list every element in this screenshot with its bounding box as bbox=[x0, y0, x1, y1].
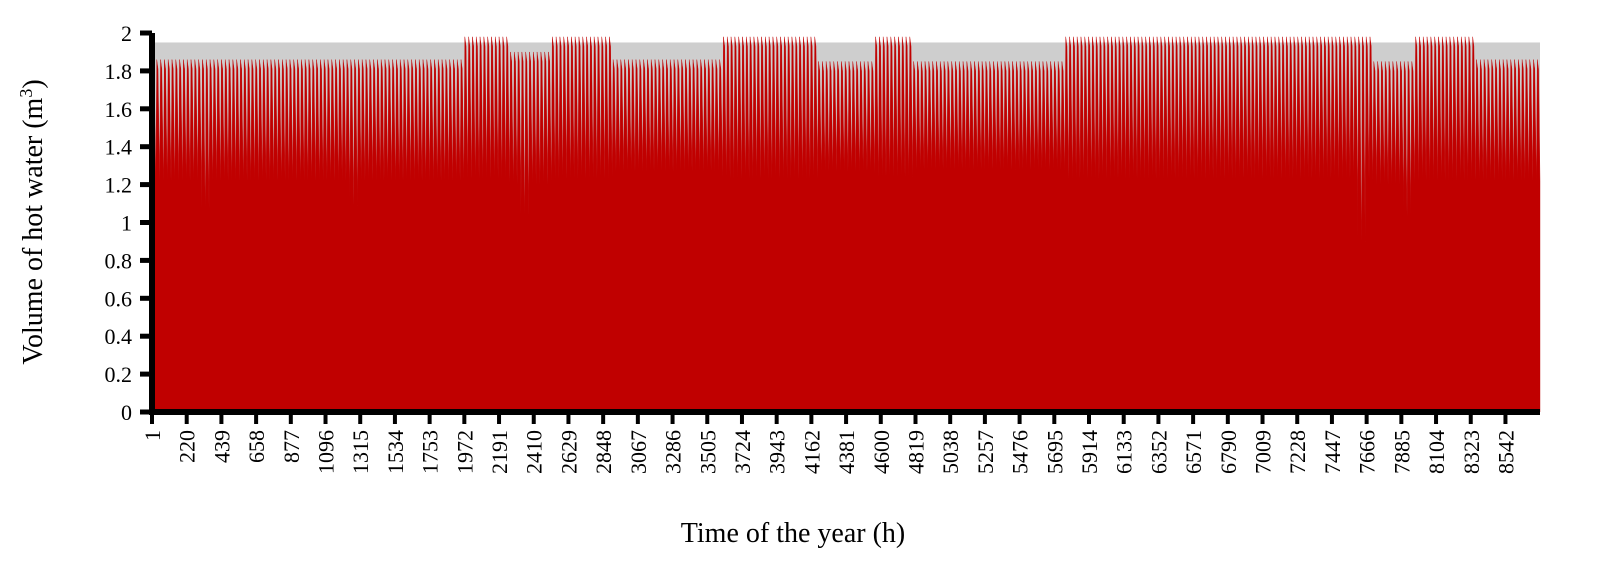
x-tick-label: 8542 bbox=[1494, 430, 1519, 474]
x-tick-label: 3724 bbox=[730, 430, 755, 474]
y-tick-label: 1.4 bbox=[105, 135, 133, 160]
x-tick-label: 4600 bbox=[869, 430, 894, 474]
x-tick-label: 4381 bbox=[834, 430, 859, 474]
x-tick-label: 658 bbox=[244, 430, 269, 463]
y-axis-title-main: Volume of hot water (m bbox=[18, 97, 49, 364]
x-tick-label: 3943 bbox=[765, 430, 790, 474]
x-tick-label: 5476 bbox=[1008, 430, 1033, 474]
x-tick-label: 2848 bbox=[591, 430, 616, 474]
x-tick-label: 439 bbox=[209, 430, 234, 463]
x-tick-label: 1 bbox=[140, 430, 165, 441]
x-tick-label: 4162 bbox=[799, 430, 824, 474]
x-tick-label: 5695 bbox=[1042, 430, 1067, 474]
x-tick-label: 3067 bbox=[626, 430, 651, 474]
x-tick-label: 7228 bbox=[1285, 430, 1310, 474]
y-tick-label: 1.2 bbox=[105, 173, 133, 198]
y-tick-label: 1.8 bbox=[105, 59, 133, 84]
y-tick-label: 0.4 bbox=[105, 324, 133, 349]
y-tick-label: 0.2 bbox=[105, 362, 133, 387]
x-tick-label: 5914 bbox=[1077, 430, 1102, 474]
x-axis: 1 220 439 658 877 1096 1315 1534 1753 1972 2191 241… bbox=[140, 409, 1540, 474]
y-tick-label: 1.6 bbox=[105, 97, 133, 122]
x-tick-label: 1753 bbox=[418, 430, 443, 474]
x-tick-label: 1315 bbox=[348, 430, 373, 474]
x-tick-label: 1972 bbox=[452, 430, 477, 474]
y-tick-label: 1 bbox=[121, 211, 132, 236]
x-tick-label: 7666 bbox=[1355, 430, 1380, 474]
y-axis-title-superscript: 3 bbox=[16, 89, 36, 98]
x-tick-label: 4819 bbox=[904, 430, 929, 474]
x-tick-label: 1096 bbox=[314, 430, 339, 474]
x-tick-label: 5038 bbox=[938, 430, 963, 474]
x-tick-label: 2629 bbox=[556, 430, 581, 474]
y-tick-label: 0.8 bbox=[105, 248, 133, 273]
x-tick-label: 2410 bbox=[522, 430, 547, 474]
x-tick-label: 3286 bbox=[661, 430, 686, 474]
x-tick-label: 7447 bbox=[1320, 430, 1345, 474]
x-tick-label: 8323 bbox=[1459, 430, 1484, 474]
x-axis-title: Time of the year (h) bbox=[681, 518, 905, 549]
x-tick-label: 8104 bbox=[1424, 430, 1449, 474]
series-area bbox=[151, 36, 1541, 413]
y-axis-title-end: ) bbox=[18, 79, 49, 88]
y-tick-label: 0.6 bbox=[105, 286, 133, 311]
x-tick-label: 6790 bbox=[1216, 430, 1241, 474]
x-tick-label: 220 bbox=[175, 430, 200, 463]
x-tick-label: 7885 bbox=[1389, 430, 1414, 474]
y-axis-title: Volume of hot water (m3) bbox=[16, 79, 49, 364]
x-tick-label: 7009 bbox=[1251, 430, 1276, 474]
x-tick-label: 6133 bbox=[1112, 430, 1137, 474]
hot-water-series bbox=[151, 36, 1541, 413]
x-tick-label: 1534 bbox=[383, 430, 408, 474]
y-tick-label: 2 bbox=[121, 21, 132, 46]
x-tick-label: 3505 bbox=[695, 430, 720, 474]
y-tick-label: 0 bbox=[121, 400, 132, 425]
x-tick-label: 2191 bbox=[487, 430, 512, 474]
x-tick-label: 5257 bbox=[973, 430, 998, 474]
x-tick-label: 6352 bbox=[1146, 430, 1171, 474]
x-tick-label: 877 bbox=[279, 430, 304, 463]
x-tick-label: 6571 bbox=[1181, 430, 1206, 474]
y-axis: 0 0.2 0.4 0.6 0.8 1 1.2 1.4 1.6 1.8 2 bbox=[105, 21, 155, 425]
